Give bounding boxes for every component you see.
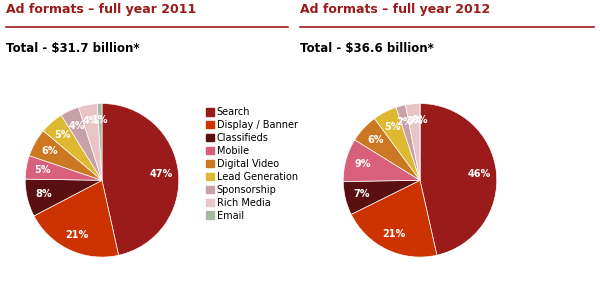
Text: 6%: 6%: [368, 135, 384, 145]
Wedge shape: [29, 131, 102, 180]
Text: Ad formats – full year 2012: Ad formats – full year 2012: [300, 3, 490, 16]
Wedge shape: [406, 103, 420, 180]
Wedge shape: [102, 103, 179, 255]
Text: 7%: 7%: [353, 190, 370, 199]
Wedge shape: [351, 180, 437, 257]
Wedge shape: [374, 107, 420, 180]
Text: 9%: 9%: [354, 159, 371, 169]
Text: Total - $36.6 billion*: Total - $36.6 billion*: [300, 42, 434, 55]
Wedge shape: [25, 156, 102, 180]
Text: Total - $31.7 billion*: Total - $31.7 billion*: [6, 42, 140, 55]
Text: 2%: 2%: [397, 117, 413, 127]
Text: 47%: 47%: [150, 169, 173, 179]
Wedge shape: [355, 118, 420, 180]
Text: 4%: 4%: [83, 117, 99, 126]
Text: 5%: 5%: [35, 165, 51, 175]
Text: 0%: 0%: [412, 115, 428, 125]
Wedge shape: [61, 107, 102, 180]
Wedge shape: [34, 180, 119, 257]
Text: 21%: 21%: [65, 229, 88, 240]
Text: 1%: 1%: [92, 115, 109, 125]
Text: Ad formats – full year 2011: Ad formats – full year 2011: [6, 3, 196, 16]
Wedge shape: [343, 140, 420, 181]
Text: 5%: 5%: [55, 130, 71, 140]
Text: 21%: 21%: [383, 229, 406, 239]
Text: 6%: 6%: [41, 146, 58, 156]
Text: 4%: 4%: [68, 121, 85, 131]
Text: 5%: 5%: [385, 122, 401, 132]
Wedge shape: [79, 104, 102, 180]
Text: 46%: 46%: [468, 169, 491, 179]
Legend: Search, Display / Banner, Classifieds, Mobile, Digital Video, Lead Generation, S: Search, Display / Banner, Classifieds, M…: [206, 107, 298, 221]
Wedge shape: [43, 115, 102, 180]
Wedge shape: [343, 180, 420, 214]
Wedge shape: [420, 103, 497, 255]
Wedge shape: [396, 105, 420, 180]
Wedge shape: [25, 179, 102, 216]
Text: 8%: 8%: [35, 189, 52, 199]
Wedge shape: [97, 103, 102, 180]
Text: 3%: 3%: [406, 116, 422, 126]
